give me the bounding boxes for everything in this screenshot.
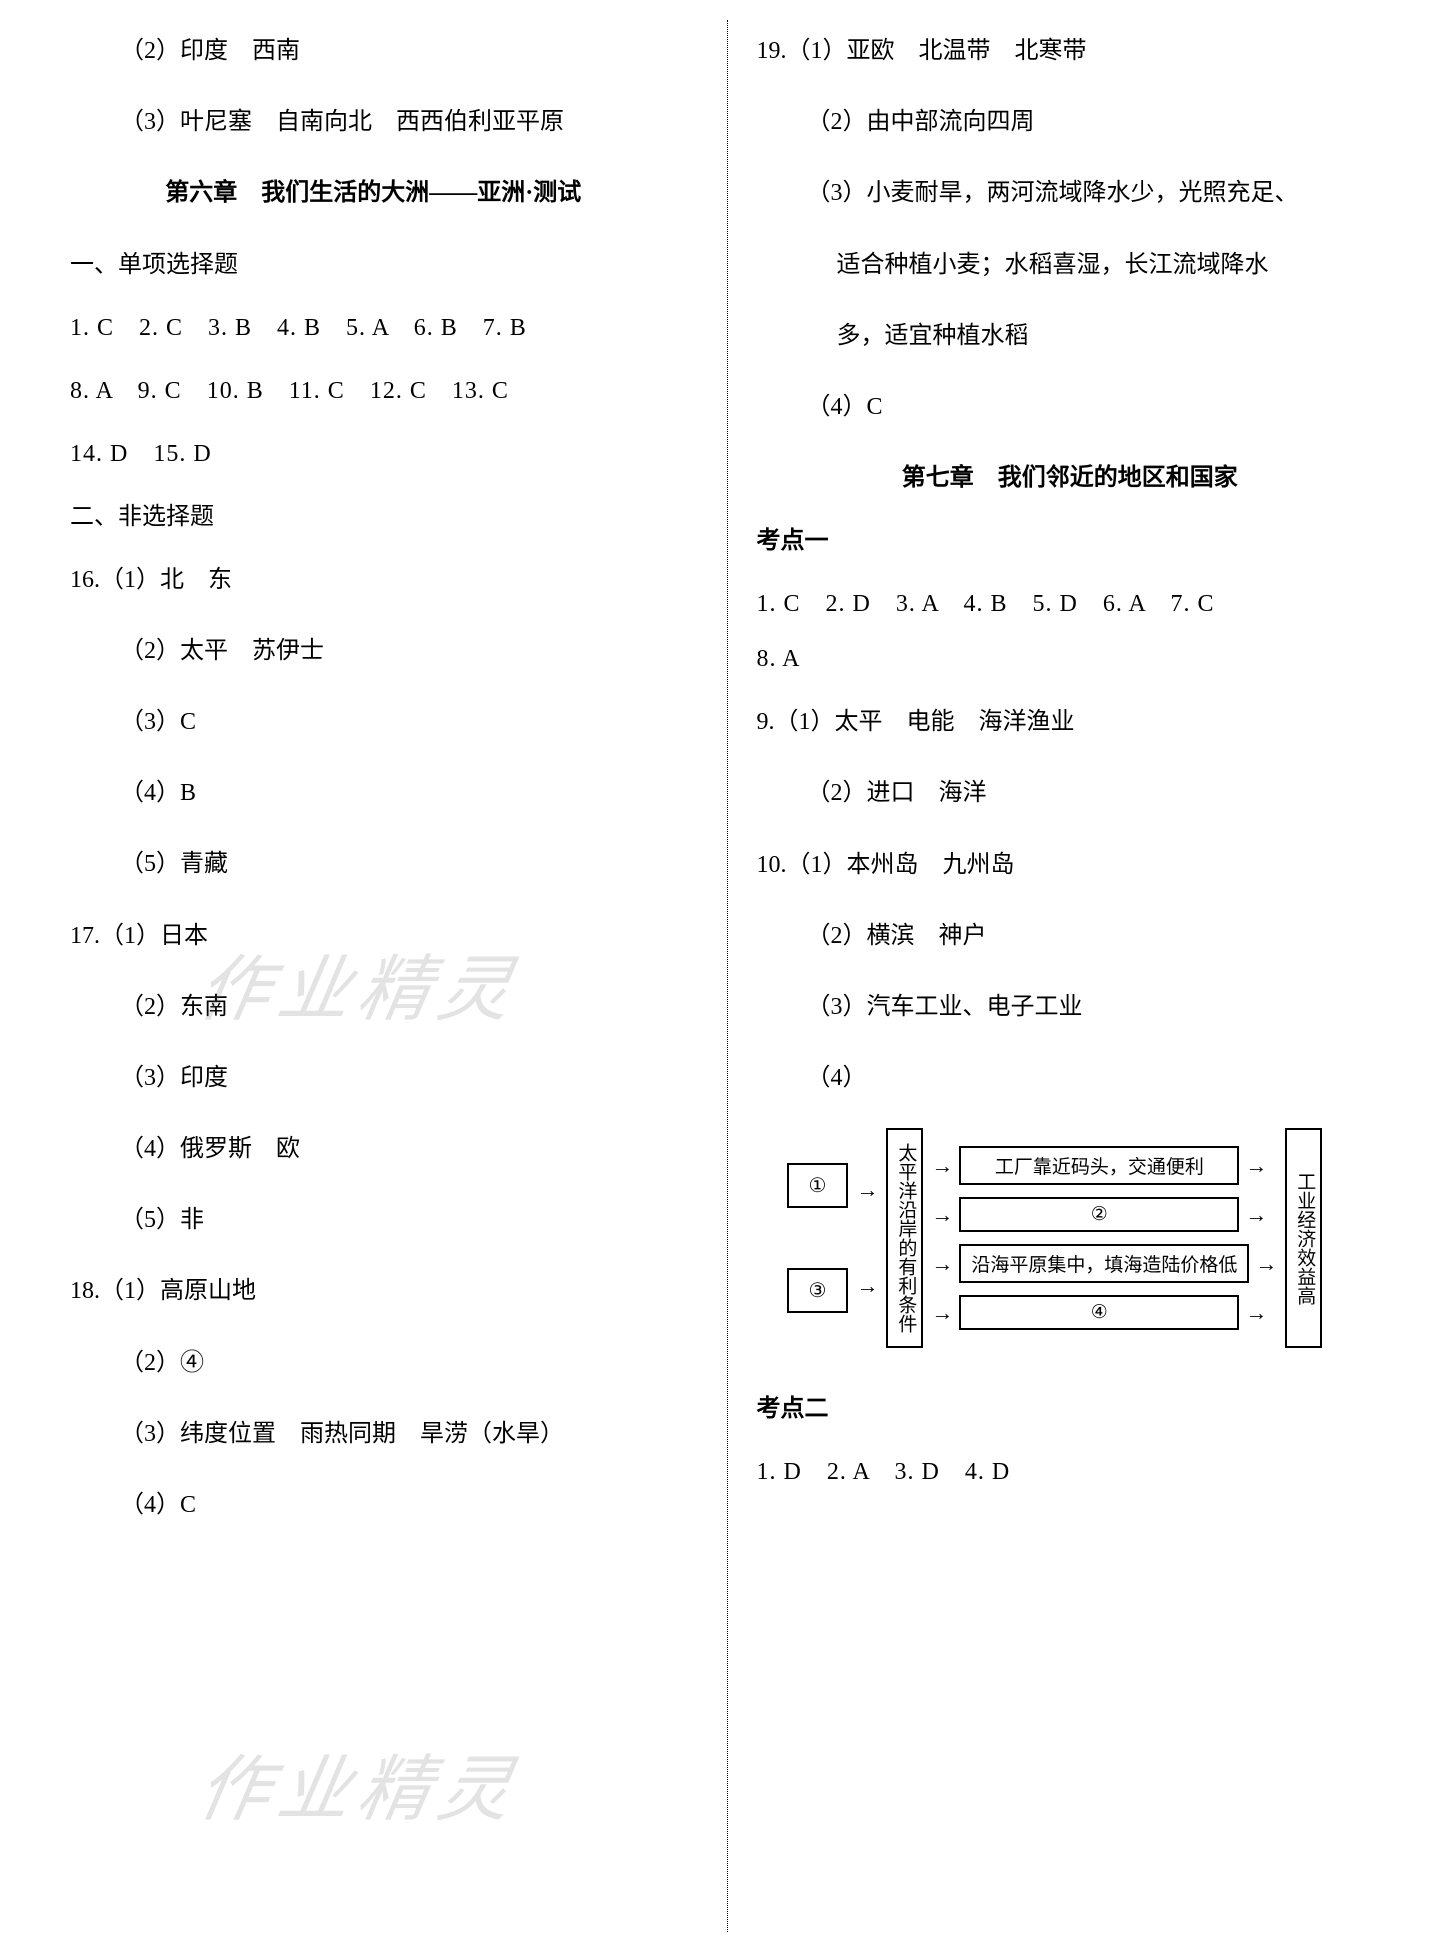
diagram-node: 沿海平原集中，填海造陆价格低 xyxy=(959,1244,1249,1283)
answer-text: （4）C xyxy=(70,1484,697,1527)
mc-answers: 8. A xyxy=(757,646,1384,673)
answer-text: （4）B xyxy=(70,772,697,815)
answer-text: （3）叶尼塞 自南向北 西西伯利亚平原 xyxy=(70,101,697,144)
answer-text: （3）汽车工业、电子工业 xyxy=(757,986,1384,1029)
diagram-row: → ④ → xyxy=(931,1295,1277,1330)
answer-text: （5）青藏 xyxy=(70,843,697,886)
diagram-node: 工厂靠近码头，交通便利 xyxy=(959,1146,1239,1185)
arrow-icon: → xyxy=(931,1300,953,1326)
mc-answers: 1. C 2. C 3. B 4. B 5. A 6. B 7. B xyxy=(70,307,697,342)
mc-answers: 8. A 9. C 10. B 11. C 12. C 13. C xyxy=(70,370,697,405)
diagram-mid-node: 太平洋沿岸的有利条件 xyxy=(886,1128,923,1348)
diagram-row: → 工厂靠近码头，交通便利 → xyxy=(931,1146,1277,1185)
answer-text: （5）非 xyxy=(70,1199,697,1242)
arrow-icon: → xyxy=(931,1251,953,1277)
diagram-node: ① xyxy=(787,1163,849,1208)
arrow-icon: → xyxy=(1245,1153,1267,1179)
answer-text: （3）印度 xyxy=(70,1057,697,1100)
diagram-rows: → 工厂靠近码头，交通便利 → → ② → → 沿海平原集中，填海造陆价格低 →… xyxy=(931,1146,1277,1330)
answer-text: （2）进口 海洋 xyxy=(757,772,1384,815)
answer-text: 9.（1）太平 电能 海洋渔业 xyxy=(757,701,1384,744)
diagram-node: ③ xyxy=(787,1268,849,1313)
arrow-icon: → xyxy=(931,1153,953,1179)
diagram-row: → ② → xyxy=(931,1197,1277,1232)
mc-answers: 1. D 2. A 3. D 4. D xyxy=(757,1451,1384,1486)
answer-text: （2）东南 xyxy=(70,986,697,1029)
chapter-title: 第七章 我们邻近的地区和国家 xyxy=(757,457,1384,492)
section-heading: 二、非选择题 xyxy=(70,496,697,531)
arrow-icon: → xyxy=(1255,1251,1277,1277)
answer-text: （2）太平 苏伊士 xyxy=(70,630,697,673)
mc-answers: 1. C 2. D 3. A 4. B 5. D 6. A 7. C xyxy=(757,583,1384,618)
chapter-title: 第六章 我们生活的大洲——亚洲·测试 xyxy=(50,172,697,215)
answer-text: （2）④ xyxy=(70,1342,697,1385)
diagram-output-node: 工业经济效益高 xyxy=(1285,1128,1322,1348)
arrow-icon: → xyxy=(1245,1300,1267,1326)
answer-text: （2）横滨 神户 xyxy=(757,915,1384,958)
answer-text: 19.（1）亚欧 北温带 北寒带 xyxy=(757,30,1384,73)
answer-text: （2）印度 西南 xyxy=(70,30,697,73)
answer-text: 多，适宜种植水稻 xyxy=(757,315,1384,358)
answer-text: 10.（1）本州岛 九州岛 xyxy=(757,844,1384,887)
diagram-inputs: ① ③ xyxy=(787,1163,849,1313)
watermark-icon: 作业精灵 xyxy=(191,1730,530,1835)
answer-text: （2）由中部流向四周 xyxy=(757,101,1384,144)
section-heading: 考点二 xyxy=(757,1388,1384,1423)
arrow-icon: → xyxy=(1245,1202,1267,1228)
answer-text: （4）C xyxy=(757,386,1384,429)
section-heading: 考点一 xyxy=(757,520,1384,555)
page: 作业精灵 作业精灵 （2）印度 西南 （3）叶尼塞 自南向北 西西伯利亚平原 第… xyxy=(0,0,1453,1952)
answer-text: 适合种植小麦；水稻喜湿，长江流域降水 xyxy=(757,244,1384,287)
answer-text: （4） xyxy=(757,1057,1384,1100)
answer-text: 18.（1）高原山地 xyxy=(70,1270,697,1313)
mc-answers: 14. D 15. D xyxy=(70,433,697,468)
answer-text: （4）俄罗斯 欧 xyxy=(70,1128,697,1171)
left-column: 作业精灵 作业精灵 （2）印度 西南 （3）叶尼塞 自南向北 西西伯利亚平原 第… xyxy=(40,30,727,1922)
answer-text: （3）小麦耐旱，两河流域降水少，光照充足、 xyxy=(757,172,1384,215)
answer-text: 16.（1）北 东 xyxy=(70,559,697,602)
answer-text: 17.（1）日本 xyxy=(70,915,697,958)
diagram-node: ② xyxy=(959,1197,1239,1232)
section-heading: 一、单项选择题 xyxy=(70,244,697,279)
answer-text: （3）C xyxy=(70,701,697,744)
right-column: 19.（1）亚欧 北温带 北寒带 （2）由中部流向四周 （3）小麦耐旱，两河流域… xyxy=(727,30,1414,1922)
diagram-node: ④ xyxy=(959,1295,1239,1330)
diagram-row: → 沿海平原集中，填海造陆价格低 → xyxy=(931,1244,1277,1283)
answer-text: （3）纬度位置 雨热同期 旱涝（水旱） xyxy=(70,1413,697,1456)
flowchart-diagram: ① ③ → → 太平洋沿岸的有利条件 → 工厂靠近码头，交通便利 → → ② → xyxy=(787,1128,1384,1348)
arrow-icon: → xyxy=(931,1202,953,1228)
arrow-icon: → → xyxy=(856,1177,878,1299)
